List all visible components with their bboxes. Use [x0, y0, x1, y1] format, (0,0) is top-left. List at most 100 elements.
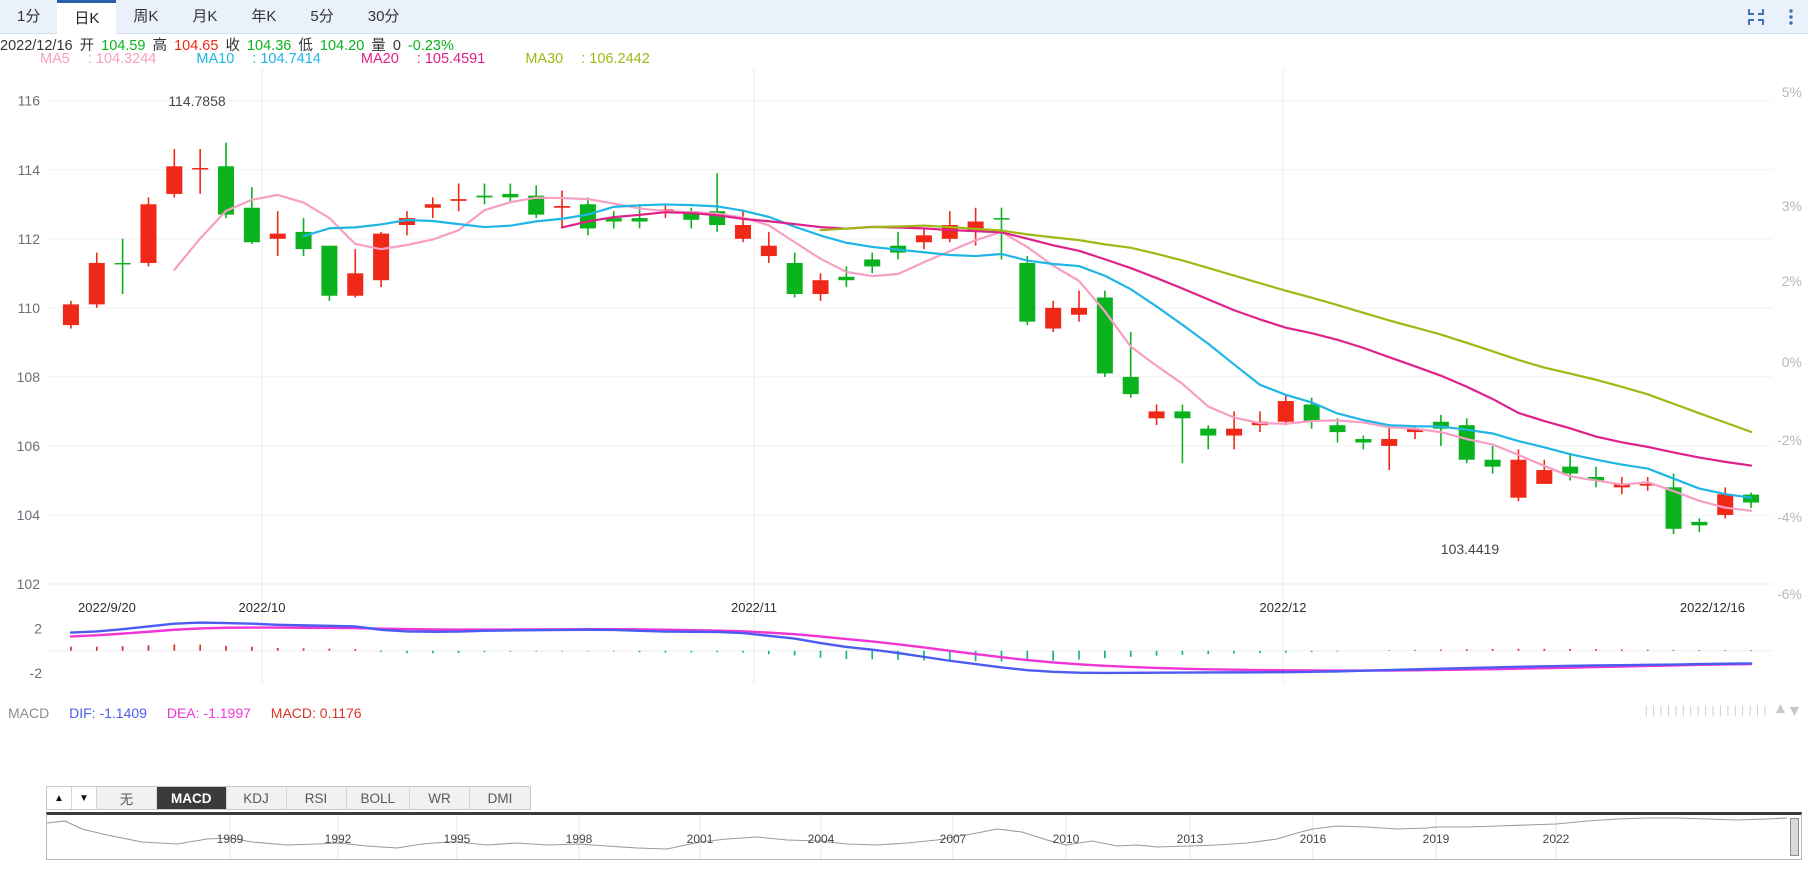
candlestick	[450, 183, 467, 212]
x-axis-date-label: 2022/9/20	[78, 600, 136, 615]
candlestick	[1355, 435, 1372, 450]
annotation-period-low: 103.4419	[1441, 541, 1500, 557]
candlestick	[734, 211, 751, 243]
macd-dea-value: DEA: -1.1997	[166, 705, 251, 721]
navigator-year-label: 2016	[1300, 832, 1327, 846]
candlestick	[890, 231, 907, 260]
candlestick	[321, 245, 338, 301]
navigator-year-label: 2007	[940, 832, 967, 846]
indicator-boll[interactable]: BOLL	[346, 787, 411, 809]
candlestick	[1587, 466, 1604, 488]
tab-yearly-k[interactable]: 年K	[251, 8, 277, 25]
tab-30min[interactable]: 30分	[367, 8, 400, 25]
quote-date: 2022/12/16	[0, 38, 73, 54]
indicator-prev-button[interactable]: ▲	[47, 787, 72, 809]
quote-volume-label: 量	[371, 38, 386, 54]
indicator-macd[interactable]: MACD	[157, 787, 227, 809]
y-axis-tick: 102	[17, 576, 41, 592]
indicator-rsi[interactable]: RSI	[286, 787, 347, 809]
y-axis-right-tick: 3%	[1782, 198, 1802, 214]
tab-weekly-k[interactable]: 周K	[133, 8, 159, 25]
navigator-year-label: 1989	[217, 832, 244, 846]
ma10-legend: MA10: 104.7414	[196, 51, 321, 67]
collapse-icon[interactable]	[1746, 7, 1766, 27]
y-axis-right-tick: -2%	[1777, 432, 1802, 448]
tab-5min[interactable]: 5分	[310, 8, 334, 25]
x-axis-date-label: 2022/12/16	[1680, 600, 1745, 615]
candlestick	[1045, 300, 1062, 332]
indicator-wr[interactable]: WR	[410, 787, 471, 809]
candlestick	[1122, 332, 1139, 398]
indicator-none[interactable]: 无	[97, 787, 157, 809]
candlestick	[760, 231, 777, 263]
x-axis-date-label: 2022/11	[731, 600, 777, 615]
ma5-legend: MA5: 104.3244	[40, 51, 157, 67]
y-axis-right-tick: -6%	[1777, 586, 1802, 602]
range-navigator[interactable]: 1989 1992 1995 1998 2001 2004 2007 2010 2013 2016…	[46, 812, 1802, 860]
ma-line-ma30	[819, 224, 1753, 433]
range-handle[interactable]	[1790, 818, 1799, 856]
quote-high-label: 高	[152, 38, 168, 54]
quote-volume-value: 0	[392, 38, 401, 54]
quote-high-value: 104.65	[174, 38, 219, 54]
indicator-dmi[interactable]: DMI	[470, 787, 531, 809]
y-axis-right-tick: 2%	[1782, 273, 1802, 289]
candlestick	[1665, 473, 1682, 535]
scale-arrows[interactable]	[1775, 702, 1800, 718]
navigator-year-label: 2001	[687, 832, 714, 846]
indicator-kdj[interactable]: KDJ	[226, 787, 287, 809]
candlestick	[1019, 256, 1036, 326]
macd-macd-value: MACD: 0.1176	[270, 705, 362, 721]
candlestick	[709, 173, 726, 232]
macd-dif-value: DIF: -1.1409	[69, 705, 147, 721]
candlestick	[1407, 425, 1424, 440]
candlestick	[1148, 404, 1165, 426]
ma-line-ma5	[173, 193, 1753, 512]
candlestick	[398, 211, 415, 236]
quote-close-value: 104.36	[246, 38, 292, 54]
indicator-toolbar: ▲ ▼ 无 MACD KDJ RSI BOLL WR DMI	[46, 786, 532, 810]
indicator-next-button[interactable]: ▼	[72, 787, 97, 809]
candlestick-chart[interactable]: 116 114 112 110 108 106 104 102 5% 3% 2% 0% -2% -4% -6…	[0, 62, 1808, 702]
window-controls	[1746, 0, 1808, 33]
macd-dif-line	[69, 621, 1753, 675]
y-axis-tick: 110	[18, 300, 41, 316]
ma-line-ma10	[302, 203, 1753, 499]
candlestick	[1200, 425, 1217, 450]
more-vertical-icon[interactable]	[1788, 7, 1794, 27]
candlestick	[1510, 449, 1527, 502]
candlestick	[1639, 476, 1656, 491]
y-axis-tick: 112	[18, 231, 41, 247]
y-axis-right-tick: -4%	[1777, 509, 1802, 525]
timeframe-tabbar: 1分 日K 周K 月K 年K 5分 30分	[0, 0, 1808, 34]
candlestick	[424, 197, 441, 219]
candlestick	[243, 187, 260, 244]
tab-1min[interactable]: 1分	[17, 8, 41, 25]
scale-up-icon[interactable]	[1775, 702, 1786, 718]
candlestick	[1717, 487, 1734, 519]
y-axis-right-tick: 5%	[1782, 84, 1802, 100]
candlestick	[373, 231, 390, 288]
x-axis-date-label: 2022/10	[239, 600, 286, 615]
navigator-year-label: 2022	[1543, 832, 1570, 846]
quote-legend: 2022/12/16 开 104.59 高 104.65 收 104.36 低 …	[0, 34, 1808, 54]
candlestick	[528, 185, 545, 219]
candlestick	[1743, 492, 1760, 509]
tab-monthly-k[interactable]: 月K	[192, 8, 218, 25]
navigator-year-label: 2010	[1053, 832, 1080, 846]
navigator-price-line	[47, 817, 1788, 850]
candlestick	[1277, 394, 1294, 426]
navigator-sparkline[interactable]: 1989 1992 1995 1998 2001 2004 2007 2010 2013 2016…	[47, 815, 1801, 859]
candlestick	[62, 300, 79, 329]
quote-low-value: 104.20	[319, 38, 365, 54]
navigator-year-label: 2019	[1423, 832, 1450, 846]
candlestick	[683, 207, 700, 229]
chart-area[interactable]: 116 114 112 110 108 106 104 102 5% 3% 2% 0% -2% -4% -6…	[0, 62, 1808, 702]
candlestick	[554, 190, 571, 229]
candlestick	[838, 266, 855, 288]
macd-legend: MACD DIF: -1.1409 DEA: -1.1997 MACD: 0.1…	[8, 705, 378, 721]
scale-down-icon[interactable]	[1789, 702, 1800, 718]
tab-daily-k[interactable]: 日K	[57, 0, 117, 34]
candlestick	[993, 207, 1010, 260]
candlestick	[502, 183, 519, 203]
